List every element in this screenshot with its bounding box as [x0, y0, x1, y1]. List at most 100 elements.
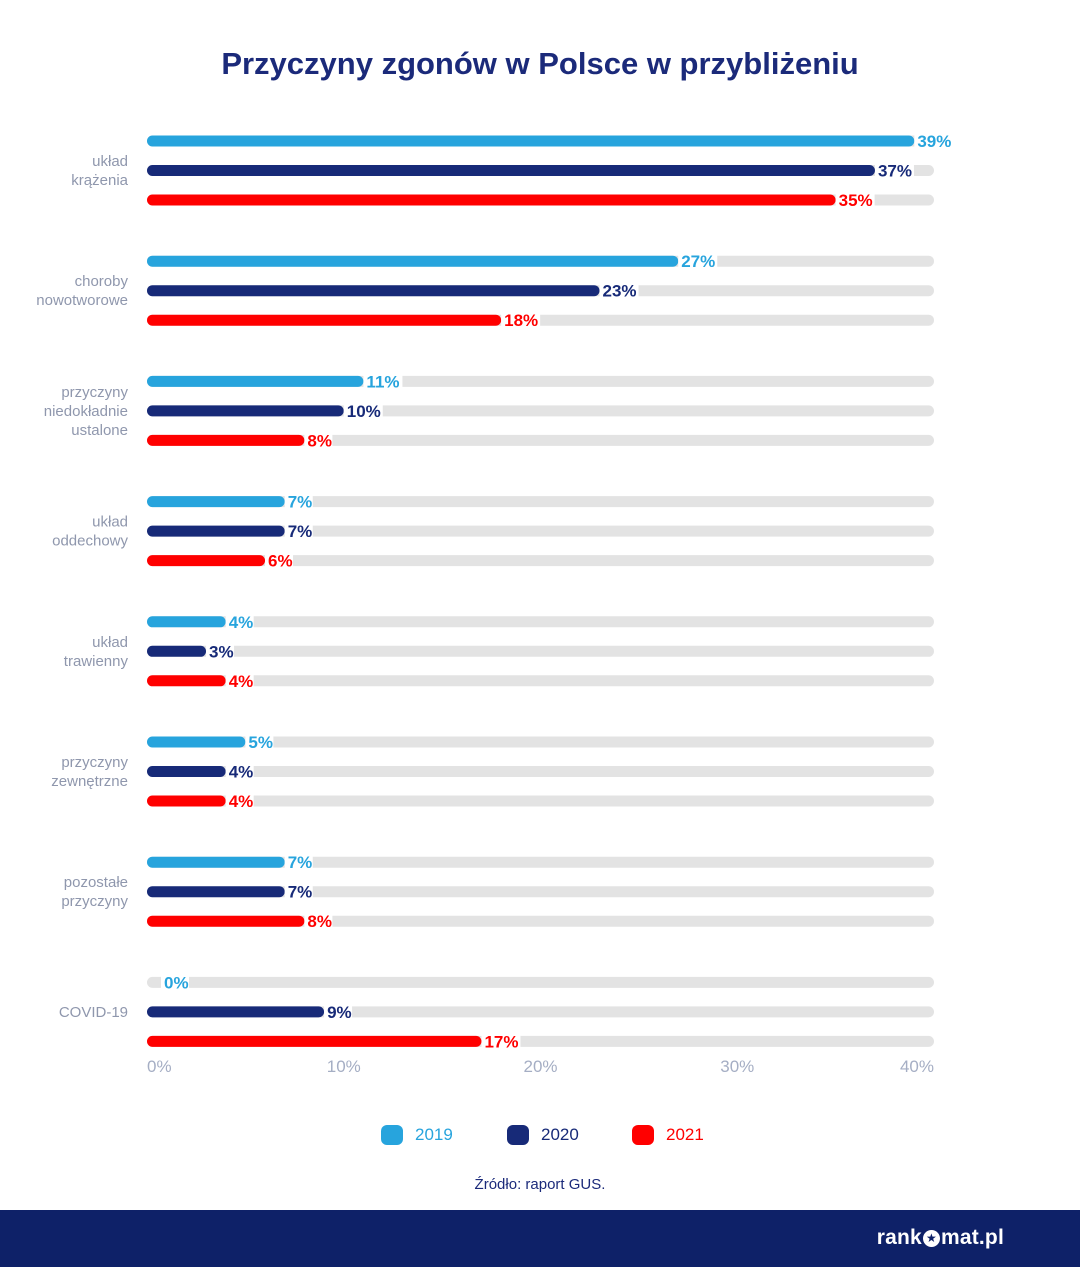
bar [147, 1006, 325, 1018]
bar [147, 496, 285, 508]
data-label: 18% [504, 311, 538, 330]
legend-swatch-2021 [632, 1125, 654, 1145]
data-label-bg [481, 1031, 521, 1052]
bar-track [147, 675, 934, 687]
category-label: układ [92, 153, 128, 170]
data-label: 7% [288, 493, 313, 512]
bar [147, 766, 226, 777]
bar [147, 165, 875, 176]
legend-label-2020: 2020 [541, 1125, 579, 1144]
data-label: 37% [878, 162, 912, 181]
bar [147, 645, 207, 657]
data-label-bg [284, 852, 313, 873]
data-label: 10% [347, 402, 381, 421]
bar-track [147, 886, 934, 898]
category-label: trawienny [64, 653, 129, 670]
bar [147, 555, 266, 567]
data-label-bg [343, 400, 383, 421]
chart-title: Przyczyny zgonów w Polsce w przybliżeniu [221, 46, 859, 81]
data-label-bg [678, 251, 718, 272]
data-label: 9% [327, 1003, 352, 1022]
bar-track [147, 434, 934, 446]
data-label-bg [304, 430, 333, 451]
star-icon: ★ [922, 1229, 940, 1247]
data-label: 8% [307, 431, 332, 450]
data-label-bg [245, 732, 274, 752]
data-label-bg [225, 791, 254, 811]
bar [147, 795, 226, 807]
data-label: 35% [839, 191, 873, 210]
bar [147, 616, 226, 628]
data-label-bg [225, 611, 254, 632]
bar [147, 194, 836, 206]
data-label-bg [363, 371, 403, 392]
category-label: niedokładnie [44, 403, 128, 420]
data-label-bg [874, 160, 914, 181]
legend-swatch-2019 [381, 1125, 403, 1145]
data-label: 17% [484, 1032, 518, 1051]
bar [147, 1035, 482, 1047]
data-label-bg [304, 911, 333, 932]
data-label-bg [835, 190, 875, 210]
data-label: 4% [229, 763, 254, 782]
source-note: Źródło: raport GUS. [474, 1176, 606, 1193]
bar-track [147, 976, 934, 988]
data-label: 4% [229, 672, 254, 691]
bar [147, 675, 226, 687]
data-label-bg [599, 280, 639, 301]
legend-swatch-2020 [507, 1125, 529, 1145]
data-label-bg [501, 310, 541, 331]
data-label: 3% [209, 642, 234, 661]
bar-track [147, 616, 934, 628]
x-tick-label: 40% [900, 1057, 934, 1076]
bar [147, 434, 305, 446]
bar [147, 375, 364, 387]
legend-item-2019: 2019 [381, 1124, 453, 1146]
data-label: 11% [366, 372, 399, 391]
bar [147, 856, 285, 868]
bar [147, 135, 915, 147]
category-label: COVID-19 [59, 1004, 128, 1021]
bar-track [147, 915, 934, 927]
data-label: 7% [288, 853, 313, 872]
x-tick-label: 30% [720, 1057, 754, 1076]
data-label: 4% [229, 613, 254, 632]
data-label: 8% [307, 912, 332, 931]
data-label-bg [284, 881, 313, 902]
data-label-bg [284, 491, 313, 512]
bar-track [147, 795, 934, 807]
bar-track [147, 736, 934, 748]
data-label-bg [914, 131, 954, 151]
brand-text-part2: mat.pl [940, 1226, 1004, 1249]
bar-track [147, 766, 934, 777]
category-label: krążenia [71, 172, 128, 189]
category-label: nowotworowe [36, 292, 128, 309]
data-label-bg [284, 521, 313, 542]
bar [147, 736, 246, 748]
category-label: przyczyny [61, 893, 128, 910]
bar [147, 915, 305, 927]
data-label: 27% [681, 252, 715, 271]
bar [147, 525, 285, 537]
data-label: 7% [288, 883, 313, 902]
bar [147, 255, 679, 267]
legend-label-2019: 2019 [415, 1125, 453, 1144]
category-label: zewnętrzne [51, 773, 128, 790]
data-label-bg [161, 972, 189, 993]
category-label: przyczyny [61, 384, 128, 401]
category-label: układ [92, 634, 128, 651]
bar-track [147, 555, 934, 567]
data-label: 39% [917, 132, 951, 151]
legend-item-2020: 2020 [507, 1124, 579, 1146]
brand-logo: rank ★ mat.pl [877, 1226, 1004, 1250]
x-tick-label: 20% [523, 1057, 557, 1076]
category-label: układ [92, 514, 128, 531]
data-label: 5% [248, 733, 273, 752]
category-label: oddechowy [52, 533, 128, 550]
x-tick-label: 10% [327, 1057, 361, 1076]
legend-item-2021: 2021 [632, 1124, 704, 1146]
bar [147, 886, 285, 898]
data-label: 23% [603, 282, 637, 301]
category-label: pozostałe [64, 874, 128, 891]
bar [147, 405, 344, 417]
